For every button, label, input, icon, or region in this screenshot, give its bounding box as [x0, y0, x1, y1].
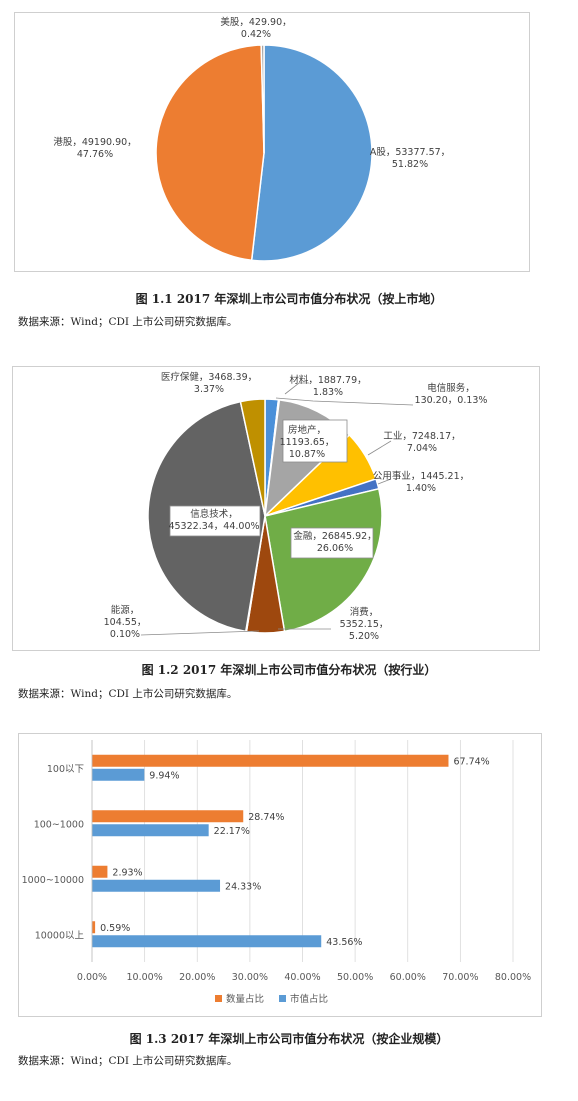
chart1-slice-1: [155, 44, 265, 262]
chart1-slice-2: [260, 44, 265, 154]
chart2-data-label-1: 电信服务， 130.20，0.13%: [415, 382, 488, 406]
chart2-leader-4: [377, 478, 392, 485]
chart3-x-tick-label: 30.00%: [232, 972, 268, 983]
chart2-leader-1: [275, 397, 414, 406]
chart3-x-tick-label: 70.00%: [442, 972, 478, 983]
chart2-source: 数据来源：Wind；CDI 上市公司研究数据库。: [18, 688, 238, 700]
chart3-data-label: 2.93%: [112, 867, 142, 878]
chart3-x-tick-label: 40.00%: [284, 972, 320, 983]
chart3-x-tick-label: 10.00%: [127, 972, 163, 983]
chart1-pie: A股，53377.57， 51.82% 港股，49190.90， 47.76% 美股，4…: [53, 16, 450, 262]
chart3-bar-value: [92, 879, 221, 892]
chart3-source: 数据来源：Wind；CDI 上市公司研究数据库。: [18, 1055, 238, 1067]
chart2-leader-7: [140, 630, 260, 636]
chart3-data-label: 24.33%: [225, 881, 261, 892]
chart3-x-tick-label: 80.00%: [495, 972, 531, 983]
chart3-frame: 0.00% 10.00% 20.00% 30.00% 40.00% 50.00% 60.00…: [18, 733, 542, 1017]
chart3-x-tick-label: 20.00%: [179, 972, 215, 983]
chart2-leader-0: [284, 382, 309, 395]
chart2-label-box-5: [290, 527, 374, 559]
chart3-bar-value: [92, 824, 209, 837]
chart3-data-label: 67.74%: [453, 756, 489, 767]
chart3-legend-label: 市值占比: [290, 993, 328, 1005]
chart3-bar-count: [92, 810, 244, 823]
chart2-label-box-2: [282, 419, 348, 463]
chart1-title: 图 1.1 2017 年深圳上市公司市值分布状况（按上市地）: [135, 292, 443, 306]
chart2-data-label-7: 能源， 104.55， 0.10%: [104, 604, 147, 640]
chart2-data-label-5: 金融，26845.92， 26.06%: [293, 530, 376, 554]
chart3-legend-label: 数量占比: [226, 993, 264, 1005]
chart2-slice-5: [264, 487, 383, 633]
chart3-x-tick-label: 0.00%: [77, 972, 107, 983]
chart1-slice-0: [250, 44, 373, 262]
chart3-data-label: 22.17%: [214, 826, 250, 837]
chart2-pie: 材料，1887.79， 1.83% 电信服务， 130.20，0.13% 房地产， 111…: [104, 371, 488, 642]
chart3-category-label: 10000以上: [35, 930, 85, 941]
chart3-bar-value: [92, 935, 322, 948]
chart3-data-label: 9.94%: [149, 770, 179, 781]
chart3-bar-count: [92, 754, 449, 767]
chart1-data-label-1: 港股，49190.90， 47.76%: [53, 136, 136, 160]
chart1-data-label-0: A股，53377.57， 51.82%: [370, 147, 450, 170]
chart2-title: 图 1.2 2017 年深圳上市公司市值分布状况（按行业）: [141, 663, 437, 677]
chart2-label-box-8: [169, 505, 261, 537]
chart3-bar: 0.00% 10.00% 20.00% 30.00% 40.00% 50.00% 60.00…: [22, 740, 531, 1005]
chart2-slice-9: [239, 398, 266, 517]
chart2-data-label-6: 消费， 5352.15， 5.20%: [340, 606, 389, 642]
chart3-title: 图 1.3 2017 年深圳上市公司市值分布状况（按企业规模）: [129, 1032, 449, 1046]
chart2-data-label-0: 材料，1887.79， 1.83%: [289, 374, 366, 398]
chart1-source: 数据来源：Wind；CDI 上市公司研究数据库。: [18, 316, 238, 328]
chart3-legend-swatch: [215, 995, 222, 1002]
chart3-data-label: 43.56%: [326, 937, 362, 948]
chart2-frame: 材料，1887.79， 1.83% 电信服务， 130.20，0.13% 房地产， 111…: [12, 366, 540, 651]
chart2-data-label-8: 信息技术， 45322.34，44.00%: [168, 508, 259, 532]
chart2-leader-3: [367, 440, 392, 456]
chart3-bar-count: [92, 865, 108, 878]
chart2-data-label-3: 工业，7248.17， 7.04%: [383, 431, 460, 454]
chart3-bar-value: [92, 768, 145, 781]
chart3-x-tick-label: 60.00%: [390, 972, 426, 983]
chart3-category-label: 1000~10000: [22, 875, 84, 886]
chart2-data-label-4: 公用事业，1445.21， 1.40%: [373, 470, 469, 494]
chart3-category-label: 100以下: [47, 764, 84, 775]
chart2-data-label-9: 医疗保健，3468.39， 3.37%: [161, 371, 257, 395]
chart2-data-label-2: 房地产， 11193.65， 10.87%: [280, 424, 335, 460]
chart3-data-label: 28.74%: [248, 812, 284, 823]
chart3-bar-count: [92, 921, 96, 934]
chart1-data-label-2: 美股，429.90， 0.42%: [220, 16, 291, 40]
chart1-frame: A股，53377.57， 51.82% 港股，49190.90， 47.76% 美股，4…: [14, 12, 530, 272]
chart3-data-label: 0.59%: [100, 923, 130, 934]
chart3-x-tick-label: 50.00%: [337, 972, 373, 983]
chart3-legend-swatch: [279, 995, 286, 1002]
chart3-category-label: 100~1000: [34, 819, 84, 830]
